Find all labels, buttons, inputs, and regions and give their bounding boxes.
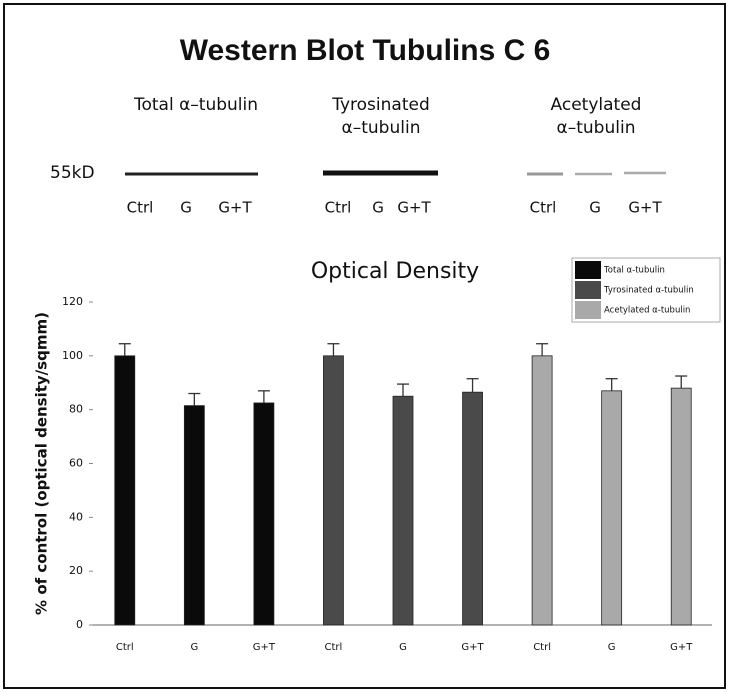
x-tick-label: G+T: [253, 642, 276, 653]
y-tick-label: 0: [76, 618, 83, 631]
x-tick-label: G+T: [670, 642, 693, 653]
y-tick-label: 40: [69, 510, 83, 523]
blot-label: Acetylated: [551, 95, 642, 115]
y-tick-label: 20: [69, 564, 83, 577]
lane-label: G+T: [628, 199, 662, 217]
x-tick-label: Ctrl: [533, 642, 551, 653]
legend-swatch: [575, 281, 601, 299]
bar: [393, 396, 413, 625]
x-tick-label: G: [190, 642, 198, 653]
lane-label: G: [372, 199, 384, 217]
blot-label: Tyrosinated: [331, 95, 430, 115]
marker-label: 55kD: [50, 163, 95, 183]
figure: Western Blot Tubulins C 6 55kD Total α–t…: [0, 0, 730, 692]
lane-label: G: [180, 199, 192, 217]
blot-label: Total α–tubulin: [133, 95, 258, 115]
bar: [463, 392, 483, 625]
blot-label: α–tubulin: [342, 118, 421, 138]
bar: [671, 388, 691, 625]
x-tick-label: G: [608, 642, 616, 653]
bar: [323, 356, 343, 625]
legend-label: Acetylated α-tubulin: [604, 306, 690, 316]
lane-label: G+T: [218, 199, 252, 217]
y-tick-label: 120: [62, 295, 83, 308]
figure-title: Western Blot Tubulins C 6: [180, 34, 551, 67]
y-tick-label: 80: [69, 403, 83, 416]
x-tick-label: Ctrl: [116, 642, 134, 653]
x-tick-label: G+T: [461, 642, 484, 653]
lane-label: Ctrl: [127, 199, 154, 217]
legend-label: Tyrosinated α-tubulin: [603, 286, 694, 296]
legend-swatch: [575, 261, 601, 279]
y-tick-label: 60: [69, 457, 83, 470]
y-axis-label: % of control (optical density/sqmm): [33, 312, 51, 615]
bar: [602, 391, 622, 625]
bar: [254, 403, 274, 625]
bar: [532, 356, 552, 625]
lane-label: Ctrl: [530, 199, 557, 217]
bar: [115, 356, 135, 625]
lane-label: G: [589, 199, 601, 217]
bar: [184, 406, 204, 625]
chart-title: Optical Density: [311, 259, 479, 284]
legend-label: Total α-tubulin: [603, 266, 665, 276]
lane-label: G+T: [397, 199, 431, 217]
blot-label: α–tubulin: [557, 118, 636, 138]
x-tick-label: Ctrl: [325, 642, 343, 653]
lane-label: Ctrl: [325, 199, 352, 217]
y-tick-label: 100: [62, 349, 83, 362]
x-tick-label: G: [399, 642, 407, 653]
legend-swatch: [575, 301, 601, 319]
